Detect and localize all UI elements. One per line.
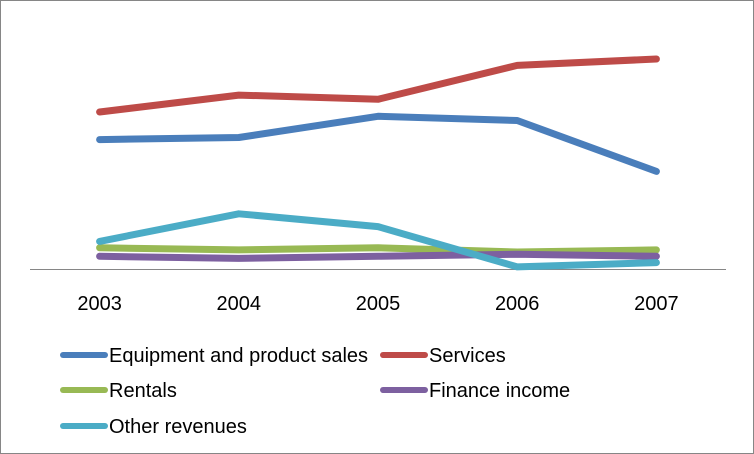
- legend-item: Rentals: [60, 380, 177, 402]
- x-tick-label: 2004: [217, 293, 262, 315]
- legend-item: Services: [380, 345, 506, 367]
- series-line-rentals: [96, 244, 660, 256]
- legend-label: Other revenues: [109, 416, 247, 438]
- x-tick-label: 2003: [77, 293, 122, 315]
- legend-label: Equipment and product sales: [109, 345, 368, 367]
- series-line-services: [96, 55, 660, 116]
- legend-label: Rentals: [109, 380, 177, 402]
- legend-label: Finance income: [429, 380, 570, 402]
- legend-label: Services: [429, 345, 506, 367]
- legend-item: Finance income: [380, 380, 570, 402]
- series-line-finance-income: [96, 250, 660, 262]
- legend-item: Other revenues: [60, 416, 247, 438]
- legend-item: Equipment and product sales: [60, 345, 368, 367]
- series-line-other-revenues: [96, 210, 660, 271]
- x-tick-label: 2005: [356, 293, 401, 315]
- x-tick-label: 2007: [634, 293, 679, 315]
- series-line-equipment-and-product-sales: [96, 112, 660, 175]
- x-tick-label: 2006: [495, 293, 540, 315]
